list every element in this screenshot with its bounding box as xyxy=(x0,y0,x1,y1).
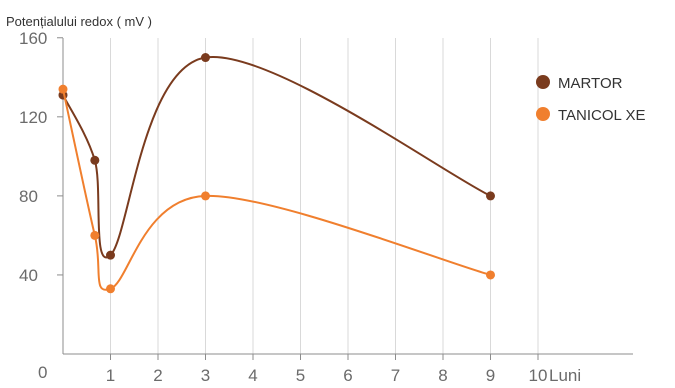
x-tick-label: 10 xyxy=(529,366,548,385)
series-line-martor xyxy=(62,56,491,259)
grid xyxy=(110,38,539,354)
x-tick-label: 5 xyxy=(296,366,305,385)
data-point-tanicol-xe xyxy=(106,284,115,294)
data-point-tanicol-xe xyxy=(90,230,100,240)
series xyxy=(58,53,495,294)
legend-marker-martor xyxy=(536,75,550,89)
x-tick-label: 1 xyxy=(106,366,115,385)
data-point-martor xyxy=(486,191,495,201)
x-tick-label: 2 xyxy=(153,366,162,385)
data-point-tanicol-xe xyxy=(486,270,495,280)
data-point-tanicol-xe xyxy=(58,84,68,94)
x-axis-label: Luni xyxy=(549,366,581,385)
legend-label-tanicol-xe: TANICOL XE xyxy=(558,107,646,124)
y-tick-label: 160 xyxy=(19,29,47,48)
x-tick-label: 4 xyxy=(248,366,257,385)
x-tick-label: 7 xyxy=(391,366,400,385)
data-point-tanicol-xe xyxy=(201,191,210,201)
y-tick-label: 120 xyxy=(19,108,47,127)
x-tick-label: 6 xyxy=(343,366,352,385)
data-point-martor xyxy=(106,250,115,260)
y-tick-label: 40 xyxy=(19,266,38,285)
x-tick-label: 9 xyxy=(486,366,495,385)
legend-marker-tanicol-xe xyxy=(536,107,550,121)
legend-label-martor: MARTOR xyxy=(558,75,623,92)
series-line-tanicol-xe xyxy=(62,88,491,291)
x-tick-label: 3 xyxy=(201,366,210,385)
x-tick-label: 8 xyxy=(438,366,447,385)
y-tick-label: 0 xyxy=(38,363,47,382)
y-axis-label: Potențialului redox ( mV ) xyxy=(6,14,152,29)
y-tick-label: 80 xyxy=(19,187,38,206)
ticks: 0 40 80 120 160 1 2 3 4 5 6 7 8 9 10 Luni xyxy=(19,29,581,385)
data-point-martor xyxy=(201,53,210,63)
data-point-martor xyxy=(90,155,100,165)
legend: MARTOR TANICOL XE xyxy=(536,75,646,124)
